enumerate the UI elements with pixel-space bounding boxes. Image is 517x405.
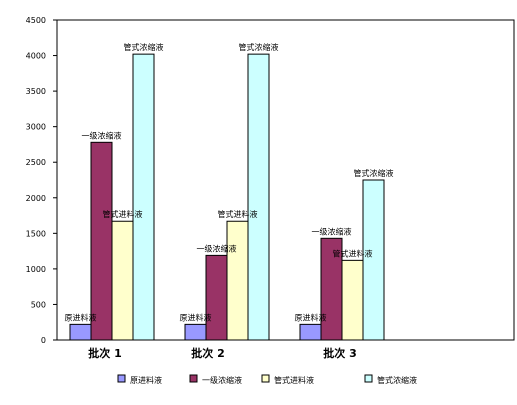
bar-4-2 bbox=[247, 53, 270, 341]
bar-data-label: 管式浓缩液 bbox=[124, 42, 164, 52]
bar-2-1 bbox=[90, 141, 113, 341]
y-tick-label: 500 bbox=[31, 300, 46, 309]
x-tick-labels: 批次 1 批次 2 批次 3 bbox=[88, 346, 356, 360]
y-tick-label: 2000 bbox=[26, 194, 46, 203]
plot-frame bbox=[56, 19, 515, 341]
legend-label: 管式进料液 bbox=[274, 375, 314, 385]
legend-label: 一级浓缩液 bbox=[202, 375, 242, 385]
bar-data-label: 一级浓缩液 bbox=[312, 226, 352, 236]
bar-2-2 bbox=[205, 254, 228, 341]
y-tick-label: 4000 bbox=[26, 52, 46, 61]
bar-data-label: 一级浓缩液 bbox=[82, 130, 122, 140]
y-tick-label: 1500 bbox=[26, 229, 46, 238]
bar-3-1 bbox=[111, 220, 134, 341]
bar-data-label: 原进料液 bbox=[180, 312, 212, 322]
bars bbox=[69, 53, 385, 341]
x-category-label: 批次 2 bbox=[191, 346, 224, 360]
axes bbox=[53, 19, 515, 341]
legend-swatch bbox=[364, 374, 373, 383]
bar-1-1 bbox=[69, 323, 92, 341]
y-tick-label: 0 bbox=[41, 336, 46, 345]
y-tick-label: 4500 bbox=[26, 16, 46, 25]
bar-4-3 bbox=[362, 179, 385, 341]
bar-data-label: 管式进料液 bbox=[333, 248, 373, 258]
bar-3-3 bbox=[341, 259, 364, 341]
bar-3-2 bbox=[226, 220, 249, 341]
legend-swatch bbox=[261, 374, 270, 383]
legend-swatch bbox=[117, 374, 126, 383]
bar-data-label: 原进料液 bbox=[295, 312, 327, 322]
y-tick-label: 3500 bbox=[26, 87, 46, 96]
y-tick-label: 1000 bbox=[26, 265, 46, 274]
bar-1-3 bbox=[299, 323, 322, 341]
x-category-label: 批次 3 bbox=[323, 346, 356, 360]
x-category-label: 批次 1 bbox=[88, 346, 121, 360]
legend-label: 管式浓缩液 bbox=[377, 375, 417, 385]
bar-data-label: 管式进料液 bbox=[103, 209, 143, 219]
y-tick-label: 2500 bbox=[26, 158, 46, 167]
bar-data-label: 管式浓缩液 bbox=[239, 42, 279, 52]
bar-data-label: 管式进料液 bbox=[218, 209, 258, 219]
y-tick-label: 3000 bbox=[26, 123, 46, 132]
legend-swatch bbox=[189, 374, 198, 383]
bar-1-2 bbox=[184, 323, 207, 341]
legend-label: 原进料液 bbox=[130, 375, 162, 385]
bar-data-label: 原进料液 bbox=[65, 312, 97, 322]
legend: 原进料液 一级浓缩液 管式进料液 管式浓缩液 bbox=[117, 374, 417, 385]
bar-4-1 bbox=[132, 53, 155, 341]
bar-data-label: 管式浓缩液 bbox=[354, 168, 394, 178]
bar-data-label: 一级浓缩液 bbox=[197, 243, 237, 253]
y-tick-labels: 0 500 1000 1500 2000 2500 3000 3500 4000 4500 bbox=[26, 16, 46, 345]
